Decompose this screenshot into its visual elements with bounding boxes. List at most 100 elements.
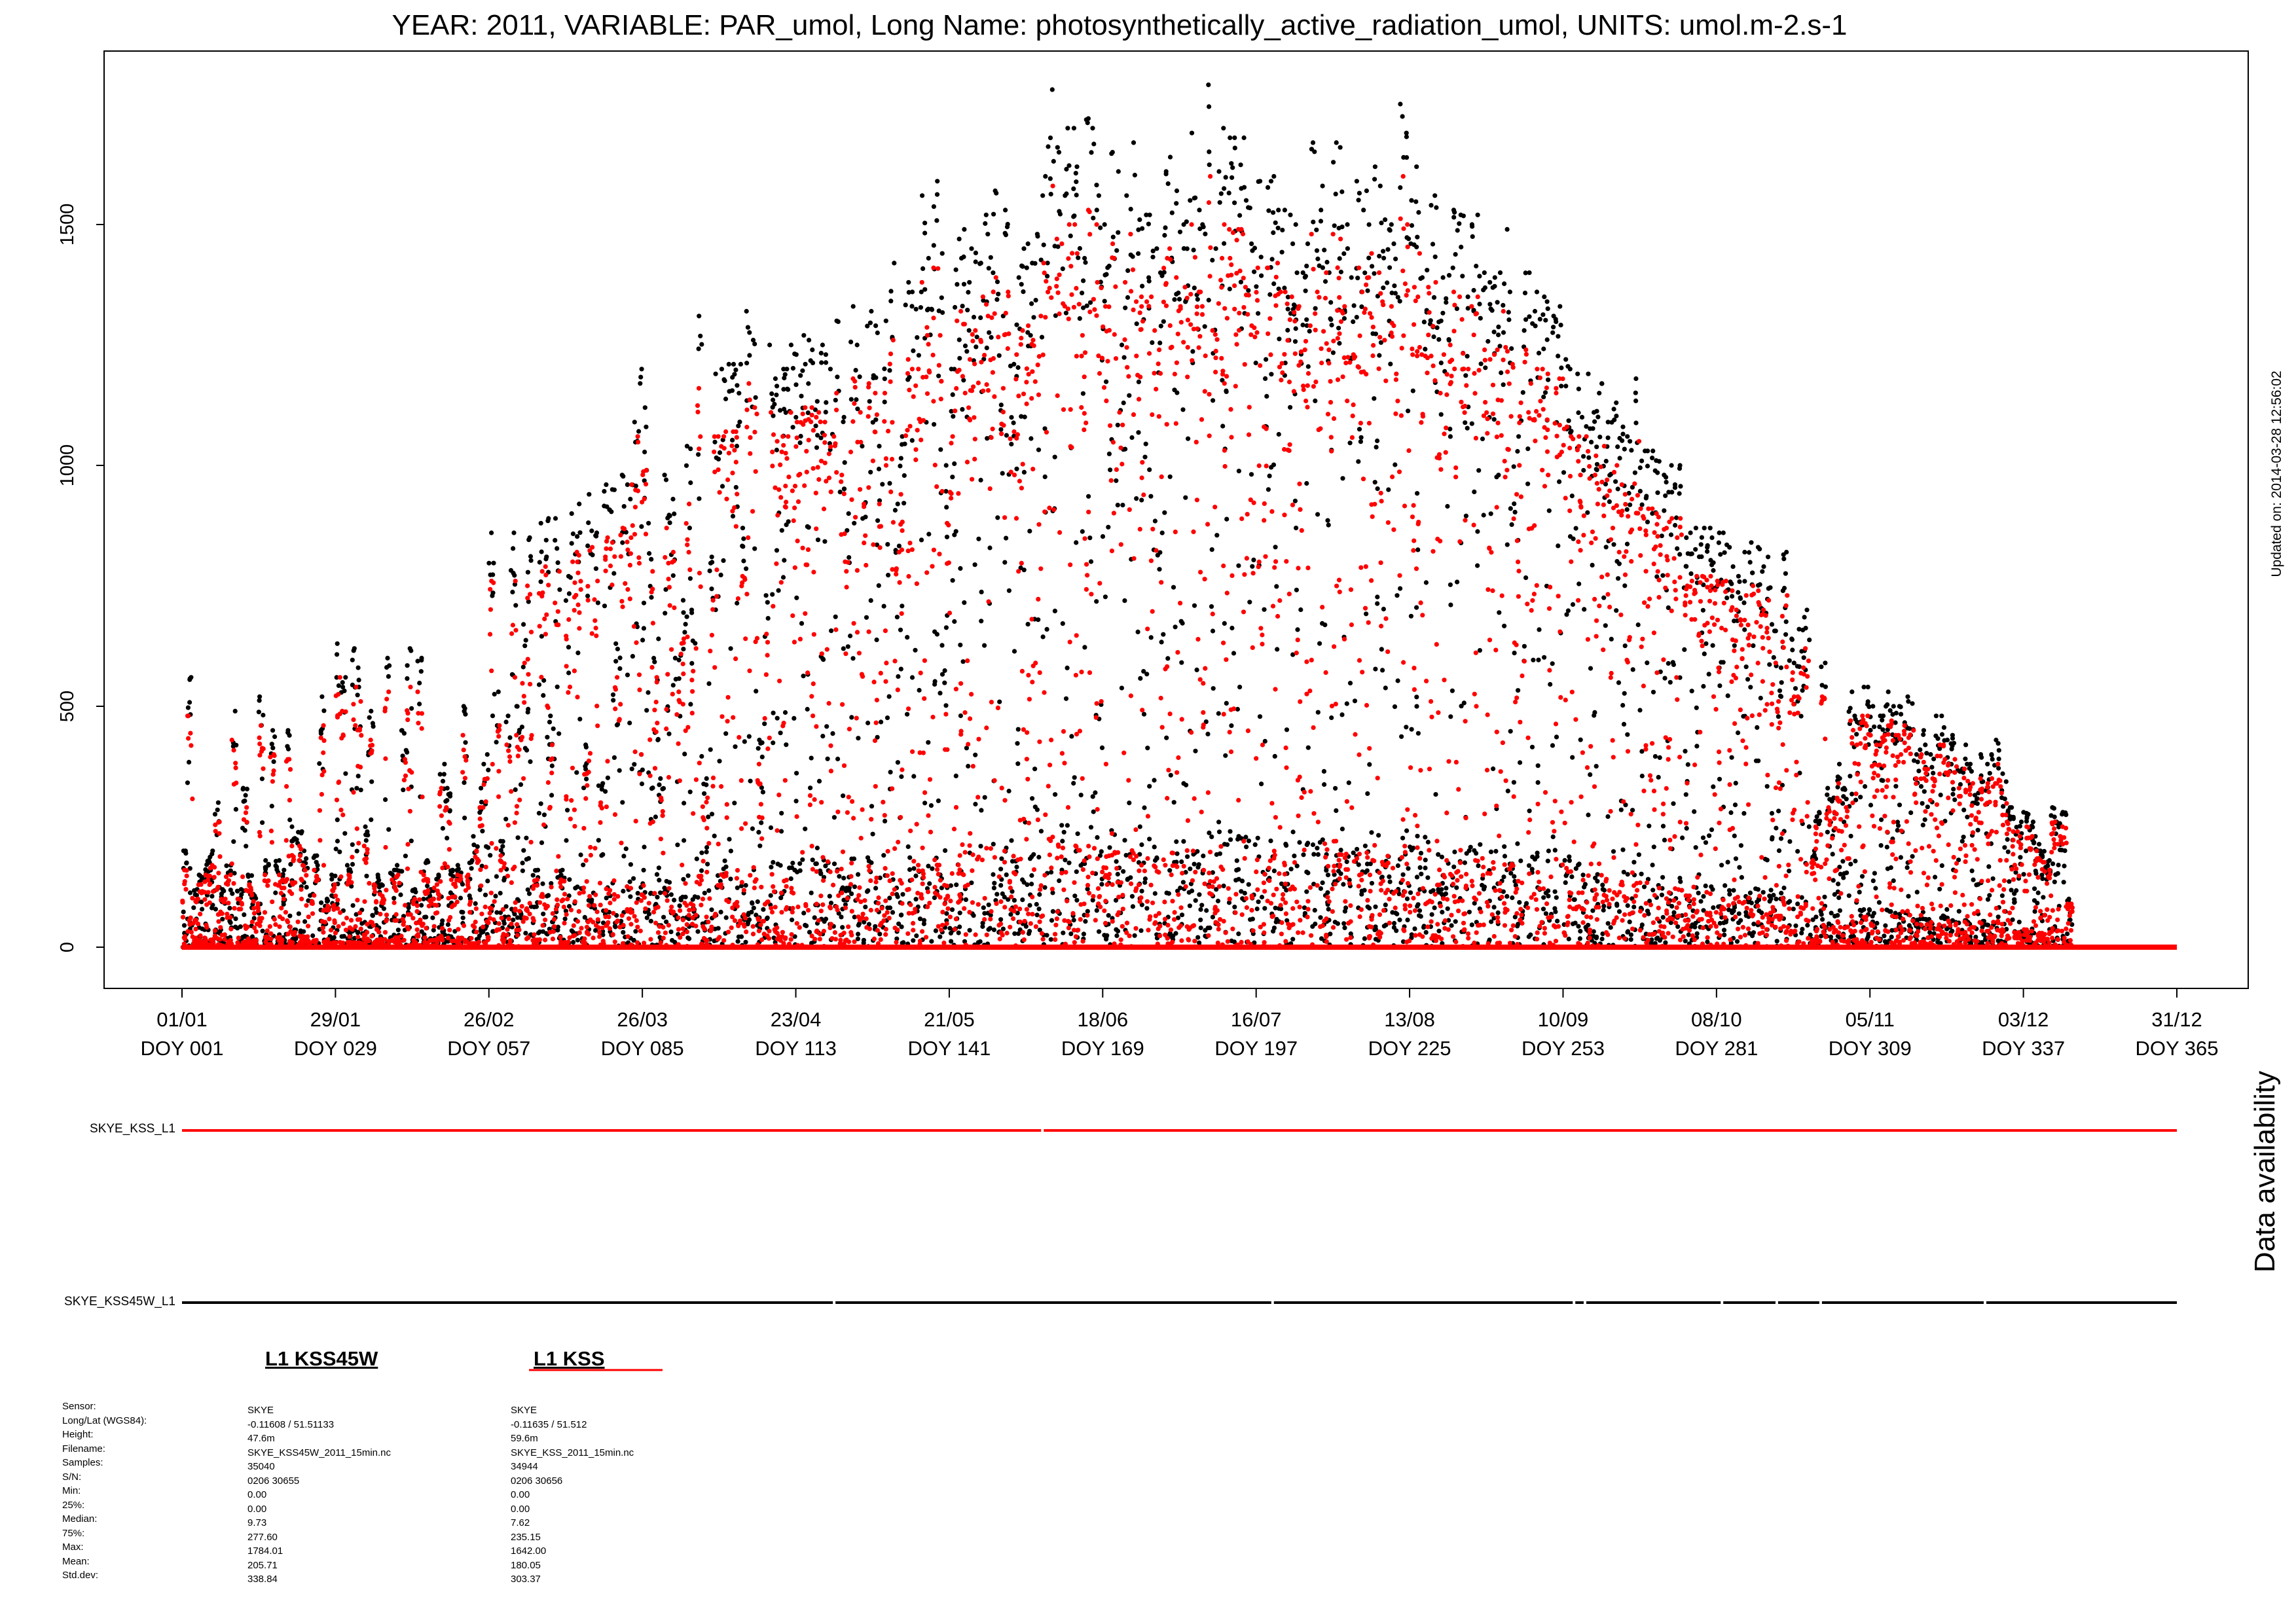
data-point [778,829,784,834]
data-point [922,801,928,806]
data-point [1454,306,1459,312]
data-point [682,801,687,806]
data-point [1224,389,1229,395]
data-point [437,772,443,777]
data-point [967,928,972,933]
data-point [565,808,570,813]
data-point [943,848,948,853]
data-point [994,190,999,196]
data-point [729,388,735,393]
data-point [896,674,901,679]
data-point [1236,867,1241,872]
data-point [1185,854,1190,859]
data-point [1302,905,1307,911]
data-point [890,910,896,915]
data-point [1411,845,1416,851]
data-point [1334,808,1339,813]
data-point [1032,767,1038,772]
data-point [1097,929,1102,934]
data-point [1471,287,1476,293]
data-point [1178,885,1183,891]
data-point [553,537,558,543]
data-point [879,719,884,725]
data-point [1045,261,1050,266]
data-point [1130,254,1135,259]
data-point [586,520,591,526]
data-point [1488,511,1493,516]
data-point [1491,916,1497,921]
data-point [1266,208,1271,213]
data-point [1114,478,1119,483]
data-point [805,410,811,416]
data-point [723,396,729,402]
data-point [846,511,851,516]
data-point [708,747,713,752]
data-point [1341,316,1347,321]
data-point [1414,695,1419,700]
data-point [1197,226,1203,232]
data-point [1298,607,1303,613]
data-point [1439,887,1444,892]
data-point [484,752,490,757]
data-point [815,433,820,438]
data-point [683,622,688,627]
data-point [991,886,996,891]
data-point [988,255,993,260]
data-point [849,715,854,720]
data-point [1452,849,1457,855]
data-point [1480,882,1485,888]
data-point [717,450,723,456]
data-point [823,352,828,357]
data-point [886,694,892,699]
data-point [1241,135,1247,141]
data-point [1134,496,1139,501]
data-point [1214,533,1220,538]
data-point [815,537,821,543]
data-point [957,337,962,342]
data-point [738,934,744,939]
data-point [583,744,589,749]
data-point [756,829,761,835]
data-point [1465,353,1470,359]
data-point [462,780,467,785]
data-point [187,759,192,765]
data-point [727,837,732,842]
data-point [1372,164,1377,170]
data-point [398,892,403,897]
data-point [1008,363,1013,369]
data-point [1480,436,1485,442]
data-point [684,444,689,449]
data-point [1020,264,1025,269]
data-point [716,456,721,462]
data-point [790,425,795,430]
data-point [698,333,703,338]
data-point [329,876,335,882]
data-point [1209,834,1214,839]
data-point [939,643,945,648]
data-point [1305,241,1311,246]
data-point [1527,314,1532,319]
data-point [232,708,238,713]
data-point [1339,826,1345,831]
data-point [1179,859,1184,865]
data-point [706,681,712,686]
data-point [1246,288,1251,293]
data-point [1228,829,1233,834]
data-point [415,659,420,664]
data-point [819,360,824,365]
data-point [617,666,623,671]
data-point [1290,829,1296,835]
data-point [355,774,361,779]
data-point [1221,126,1226,131]
data-point [746,920,751,925]
data-point [1284,727,1290,732]
data-point [215,800,221,805]
data-point [1076,255,1081,261]
data-point [1491,905,1497,910]
data-point [862,920,867,925]
data-point [1373,666,1378,672]
data-point [231,839,236,844]
data-point [867,320,873,325]
data-point [212,812,218,817]
data-point [718,909,723,914]
